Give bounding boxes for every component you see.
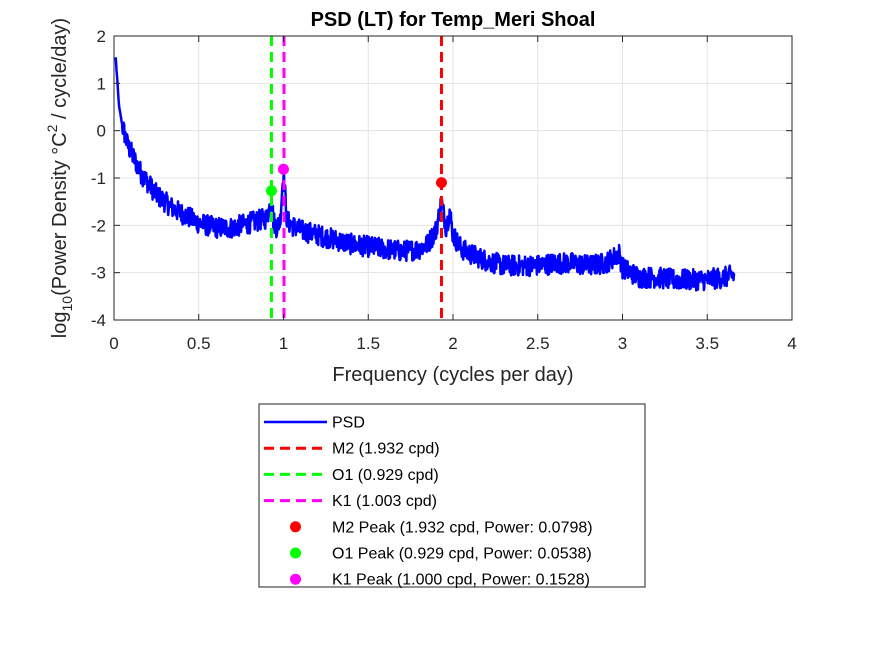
- y-axis-label: log10(Power Density °C2 / cycle/day): [44, 18, 75, 338]
- data-layer: [114, 36, 736, 320]
- y-tick-label: 2: [97, 27, 106, 46]
- legend-swatch-m2-peak: [290, 521, 301, 533]
- x-tick-label: 0: [109, 334, 118, 353]
- legend-label-o1: O1 (0.929 cpd): [332, 467, 439, 484]
- y-tick-label: -1: [91, 169, 106, 188]
- legend-box: [258, 403, 646, 588]
- legend-label-psd: PSD: [332, 415, 365, 432]
- x-tick-label: 1: [279, 334, 288, 353]
- legend-swatch-k1-peak: [290, 573, 301, 585]
- chart-title: PSD (LT) for Temp_Meri Shoal: [311, 9, 596, 31]
- legend-label-o1-peak: O1 Peak (0.929 cpd, Power: 0.0538): [332, 546, 592, 563]
- legend-label-k1: K1 (1.003 cpd): [332, 493, 437, 510]
- x-tick-label: 1.5: [356, 334, 380, 353]
- x-tick-label: 4: [787, 334, 796, 353]
- y-tick-label: -2: [91, 216, 106, 235]
- y-axis-label-subscript: 10: [59, 296, 75, 312]
- y-axis-label-superscript: 2: [44, 124, 60, 132]
- y-tick-label: 0: [97, 122, 106, 141]
- legend-label-k1-peak: K1 Peak (1.000 cpd, Power: 0.1528): [332, 572, 590, 589]
- legend-swatch-o1-peak: [290, 547, 301, 559]
- x-tick-label: 2: [448, 334, 457, 353]
- x-tick-label: 3: [618, 334, 627, 353]
- legend-label-m2-peak: M2 Peak (1.932 cpd, Power: 0.0798): [332, 519, 593, 536]
- peak-marker-k1: [278, 163, 289, 175]
- x-axis-label: Frequency (cycles per day): [332, 364, 573, 386]
- y-axis-label-suffix: / cycle/day): [49, 18, 71, 125]
- x-tick-label: 0.5: [187, 334, 211, 353]
- y-tick-label: -4: [91, 311, 106, 330]
- ticks: 0 0.5 1 1.5 2 2.5 3 3.5 4 2 1 0 -1 -2 -3 -4: [91, 27, 797, 353]
- y-axis-label-prefix: log: [49, 311, 71, 338]
- legend: PSD M2 (1.932 cpd) O1 (0.929 cpd) K1 (1.003…: [258, 403, 646, 589]
- peak-marker-o1: [265, 185, 277, 197]
- y-tick-label: 1: [97, 74, 106, 93]
- peak-marker-m2: [435, 177, 447, 189]
- y-tick-label: -3: [91, 264, 106, 283]
- legend-label-m2: M2 (1.932 cpd): [332, 441, 440, 458]
- x-tick-label: 3.5: [695, 334, 719, 353]
- psd-series-line: [114, 57, 736, 292]
- x-tick-label: 2.5: [526, 334, 550, 353]
- y-axis-label-middle: (Power Density °C: [49, 132, 71, 296]
